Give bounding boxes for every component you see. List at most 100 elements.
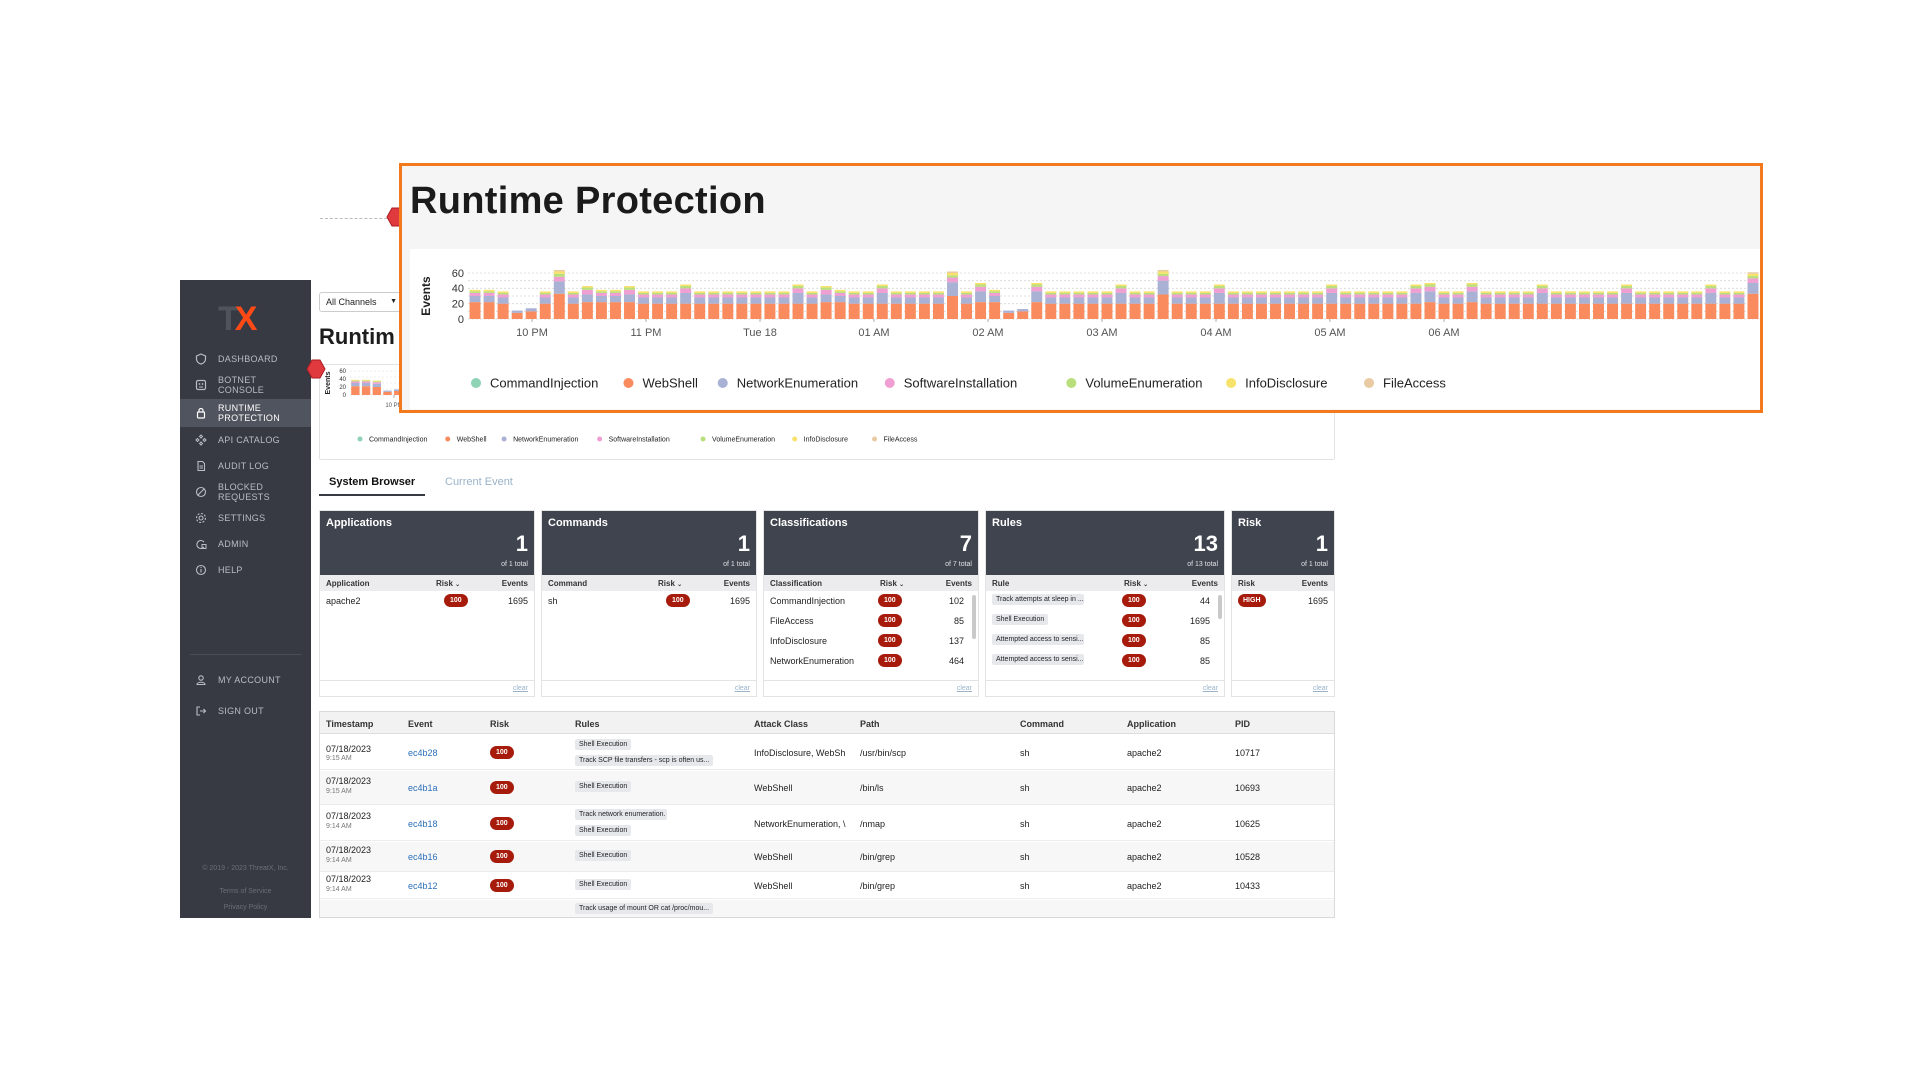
bar-segment[interactable] [469,292,481,296]
bar-segment[interactable] [581,287,593,290]
bar-segment[interactable] [1171,292,1183,295]
bar-segment[interactable] [680,292,692,304]
bar-segment[interactable] [904,294,916,298]
bar-segment[interactable] [1677,292,1689,295]
col-pid[interactable]: PID [1235,719,1251,729]
list-item[interactable]: Attempted access to sensi... 100 85 [986,631,1224,651]
bar-segment[interactable] [361,383,371,387]
bar-segment[interactable] [1185,291,1197,293]
col-rule[interactable]: Rule [992,579,1010,588]
bar-segment[interactable] [638,294,650,298]
bar-segment[interactable] [1719,292,1731,295]
list-item[interactable]: FileAccess 100 85 [770,614,964,627]
clear-link[interactable]: clear [956,685,972,692]
legend-item[interactable]: InfoDisclosure [804,437,848,444]
bar-segment[interactable] [1073,297,1085,304]
bar-segment[interactable] [764,294,776,298]
bar-segment[interactable] [1691,291,1703,293]
bar-segment[interactable] [834,292,846,296]
bar-segment[interactable] [1199,292,1211,295]
col-application[interactable]: Application [326,579,370,588]
bar-segment[interactable] [1621,292,1633,304]
bar-segment[interactable] [1298,294,1310,298]
bar-segment[interactable] [539,303,551,319]
bar-segment[interactable] [1312,297,1324,304]
bar-segment[interactable] [694,292,706,295]
bar-segment[interactable] [1733,297,1745,304]
bar-segment[interactable] [1284,294,1296,298]
bar-segment[interactable] [820,289,832,295]
bar-segment[interactable] [1368,292,1380,295]
bar-segment[interactable] [1452,294,1464,298]
bar-segment[interactable] [1087,291,1099,293]
bar-segment[interactable] [1312,294,1324,298]
bar-segment[interactable] [652,294,664,298]
bar-segment[interactable] [351,379,360,381]
col-command[interactable]: Command [1020,719,1065,729]
bar-segment[interactable] [1564,303,1576,319]
sidebar-item-botnet-console[interactable]: BOTNET CONSOLE [180,371,311,399]
bar-segment[interactable] [1466,286,1478,292]
bar-segment[interactable] [680,286,692,289]
bar-segment[interactable] [862,294,874,298]
bar-segment[interactable] [1227,292,1239,295]
bar-segment[interactable] [904,292,916,295]
bar-segment[interactable] [624,289,635,295]
sidebar-item-audit-log[interactable]: AUDIT LOG [180,452,311,480]
bar-segment[interactable] [1719,291,1731,293]
legend-item[interactable]: VolumeEnumeration [712,437,775,444]
bar-segment[interactable] [1340,294,1352,298]
sidebar-item-sign-out[interactable]: SIGN OUT [180,697,311,725]
bar-segment[interactable] [1199,294,1211,298]
bar-segment[interactable] [638,291,650,293]
bar-segment[interactable] [1157,294,1169,319]
bar-segment[interactable] [1522,292,1534,295]
bar-segment[interactable] [947,296,958,319]
bar-segment[interactable] [989,296,1001,303]
bar-segment[interactable] [1101,291,1113,293]
bar-segment[interactable] [1607,303,1619,319]
bar-segment[interactable] [1410,303,1422,319]
bar-segment[interactable] [806,294,818,298]
bar-segment[interactable] [666,292,678,295]
bar-segment[interactable] [1635,294,1647,298]
bar-segment[interactable] [918,297,930,304]
bar-segment[interactable] [1677,303,1689,319]
bar-segment[interactable] [1494,292,1506,295]
bar-segment[interactable] [680,303,692,319]
bar-segment[interactable] [1677,294,1689,298]
bar-segment[interactable] [1733,291,1745,293]
col-command[interactable]: Command [548,579,588,588]
bar-segment[interactable] [1101,303,1113,319]
bar-segment[interactable] [595,289,607,292]
clear-link[interactable]: clear [1202,685,1218,692]
bar-segment[interactable] [1466,284,1478,287]
bar-segment[interactable] [806,291,818,293]
bar-segment[interactable] [918,292,930,295]
bar-segment[interactable] [372,383,381,387]
bar-segment[interactable] [1747,282,1759,294]
legend-item[interactable]: WebShell [457,437,487,444]
bar-segment[interactable] [1045,303,1057,319]
bar-segment[interactable] [1326,284,1338,287]
bar-segment[interactable] [848,297,860,304]
list-item[interactable]: sh 100 1695 [548,594,750,607]
bar-segment[interactable] [553,269,565,272]
event-link[interactable]: ec4b1a [408,783,438,793]
bar-segment[interactable] [820,302,832,319]
bar-segment[interactable] [820,294,832,303]
bar-segment[interactable] [918,291,930,293]
bar-segment[interactable] [1621,303,1633,319]
bar-segment[interactable] [806,297,818,304]
bar-segment[interactable] [595,292,607,296]
bar-segment[interactable] [764,291,776,293]
bar-segment[interactable] [1747,273,1759,277]
clear-link[interactable]: clear [512,685,528,692]
bar-segment[interactable] [1073,291,1085,293]
event-link[interactable]: ec4b28 [408,748,438,758]
bar-segment[interactable] [652,292,664,295]
bar-segment[interactable] [694,294,706,298]
bar-segment[interactable] [778,292,790,295]
bar-segment[interactable] [1564,291,1576,293]
bar-segment[interactable] [1340,303,1352,319]
